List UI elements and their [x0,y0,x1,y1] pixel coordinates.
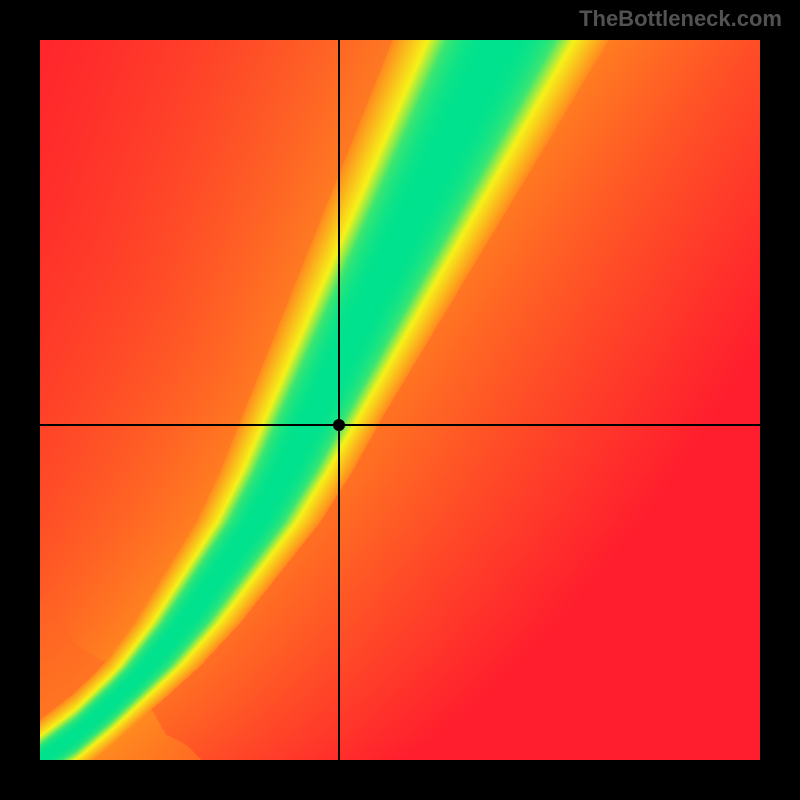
watermark-text: TheBottleneck.com [579,6,782,32]
chart-container: TheBottleneck.com [0,0,800,800]
crosshair-marker [333,419,345,431]
heatmap-canvas [40,40,760,760]
crosshair-horizontal [40,424,760,426]
crosshair-vertical [338,40,340,760]
